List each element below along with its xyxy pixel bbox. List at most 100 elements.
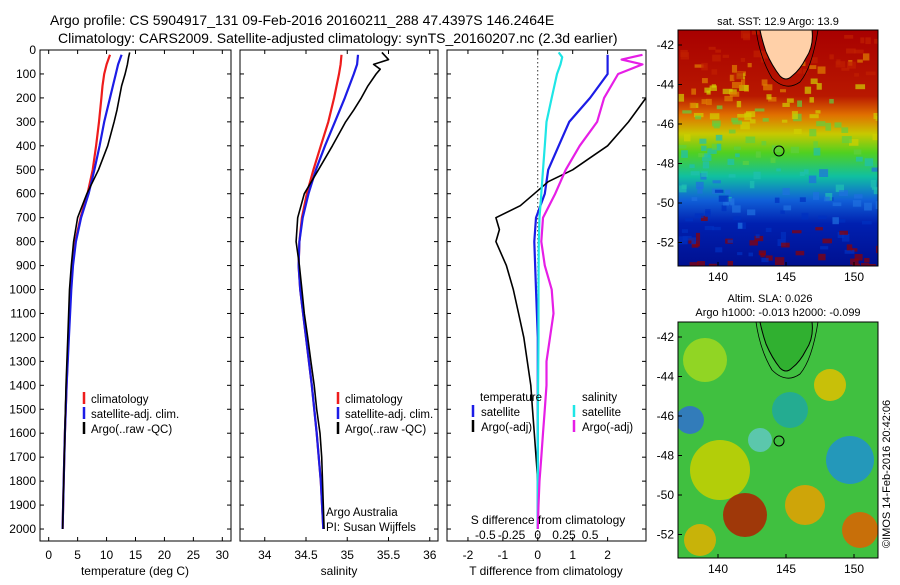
sst-texture-cell xyxy=(715,134,723,141)
sst-texture-cell xyxy=(786,98,794,103)
sst-texture-cell xyxy=(694,213,704,219)
sla-anomaly-blob xyxy=(723,493,767,537)
sst-texture-cell xyxy=(792,230,802,234)
depth-tick-label: 500 xyxy=(16,163,36,177)
x-tick-label: 25 xyxy=(187,548,201,562)
depth-tick-label: 900 xyxy=(16,259,36,273)
sst-texture-cell xyxy=(816,121,826,127)
x-tick-label: 34.5 xyxy=(294,548,318,562)
sst-texture-cell xyxy=(873,187,878,195)
shelf-contour xyxy=(755,30,819,87)
sst-texture-cell xyxy=(825,122,832,131)
sst-texture-cell xyxy=(832,217,839,225)
sst-texture-cell xyxy=(740,121,750,130)
sst-texture-cell xyxy=(761,141,767,146)
depth-tick-label: 1200 xyxy=(9,330,36,344)
sla-anomaly-blob xyxy=(684,524,716,556)
lat-tick-label: -48 xyxy=(657,449,675,463)
sst-texture-cell xyxy=(694,64,704,68)
x-tick-label: -1 xyxy=(498,548,509,562)
sst-texture-cell xyxy=(860,37,865,44)
sst-texture-cell xyxy=(682,265,689,266)
sst-texture-cell xyxy=(795,250,805,256)
figure-subtitle: Climatology: CARS2009. Satellite-adjuste… xyxy=(58,30,618,46)
depth-tick-label: 1600 xyxy=(9,426,36,440)
sst-texture-cell xyxy=(875,116,878,121)
sst-texture-cell xyxy=(768,96,777,102)
sst-texture-cell xyxy=(782,187,790,196)
sst-texture-cell xyxy=(864,257,870,263)
sst-texture-cell xyxy=(731,117,739,123)
depth-tick-label: 1000 xyxy=(9,283,36,297)
depth-tick-label: 1100 xyxy=(10,306,36,320)
tasmania-landmass xyxy=(759,322,813,372)
temperature-xlabel: temperature (deg C) xyxy=(81,564,189,578)
sst-texture-cell xyxy=(695,181,704,190)
sst-texture-cell xyxy=(765,255,773,261)
sst-texture-cell xyxy=(715,247,723,253)
sst-texture-cell xyxy=(700,215,708,222)
sst-texture-cell xyxy=(808,175,817,184)
sst-texture-cell xyxy=(683,134,691,142)
sst-texture-cell xyxy=(682,235,692,241)
sst-texture-cell xyxy=(691,243,699,248)
sst-texture-cell xyxy=(693,113,704,118)
sst-texture-cell xyxy=(875,201,878,210)
sst-texture-cell xyxy=(790,146,799,154)
x-tick-label: 5 xyxy=(74,548,81,562)
sst-texture-cell xyxy=(766,94,772,100)
sst-texture-cell xyxy=(799,171,805,177)
sst-texture-cell xyxy=(841,67,850,71)
sst-texture-cell xyxy=(697,261,705,266)
sst-texture-cell xyxy=(852,263,860,266)
sst-texture-cell xyxy=(682,110,692,114)
legend-heading-salinity: salinity xyxy=(582,392,617,404)
legend-label-s-satellite: satellite xyxy=(582,407,621,419)
sst-texture-cell xyxy=(714,189,724,193)
depth-tick-label: 100 xyxy=(16,67,36,81)
sst-texture-cell xyxy=(698,153,708,158)
depth-tick-label: 1400 xyxy=(9,378,36,392)
sst-texture-cell xyxy=(730,198,735,206)
sst-texture-cell xyxy=(689,102,696,109)
sst-texture-cell xyxy=(854,194,863,199)
sst-texture-cell xyxy=(721,205,727,212)
sst-texture-cell xyxy=(864,202,872,211)
sst-texture-cell xyxy=(822,238,832,244)
sst-texture-cell xyxy=(810,78,818,85)
sst-texture-cell xyxy=(704,211,711,218)
sla-anomaly-blob xyxy=(772,392,808,428)
sst-texture-cell xyxy=(749,240,758,246)
sst-texture-cell xyxy=(729,91,740,97)
sst-texture-cell xyxy=(711,143,721,150)
sst-texture-cell xyxy=(711,69,718,75)
series-line-salinity-argo-adj xyxy=(536,53,644,530)
series-line-argo-raw-qc xyxy=(61,52,131,530)
sst-texture-cell xyxy=(779,89,786,93)
sst-texture-cell xyxy=(731,81,742,89)
sst-texture-cell xyxy=(763,84,773,91)
sst-texture-cell xyxy=(871,167,878,172)
sst-texture-cell xyxy=(733,72,744,80)
sst-texture-cell xyxy=(729,74,735,82)
sst-texture-cell xyxy=(725,198,735,205)
x-tick-label: 0 xyxy=(45,548,52,562)
depth-tick-label: 800 xyxy=(16,235,36,249)
sst-texture-cell xyxy=(817,66,826,74)
sst-texture-cell xyxy=(862,53,870,61)
sst-texture-cell xyxy=(841,127,849,133)
sst-texture-cell xyxy=(712,226,721,231)
sst-texture-cell xyxy=(737,252,743,256)
sst-texture-cell xyxy=(695,115,702,120)
sst-texture-cell xyxy=(739,84,749,91)
sst-texture-cell xyxy=(747,62,752,68)
sst-texture-cell xyxy=(853,49,864,54)
x-tick-label: 36 xyxy=(423,548,437,562)
sst-texture-cell xyxy=(755,234,760,239)
sst-texture-cell xyxy=(704,153,711,158)
sst-texture-cell xyxy=(855,156,863,162)
sst-texture-cell xyxy=(702,161,710,169)
sst-texture-cell xyxy=(712,180,721,184)
sst-texture-cell xyxy=(874,38,878,44)
sst-texture-cell xyxy=(704,225,715,231)
